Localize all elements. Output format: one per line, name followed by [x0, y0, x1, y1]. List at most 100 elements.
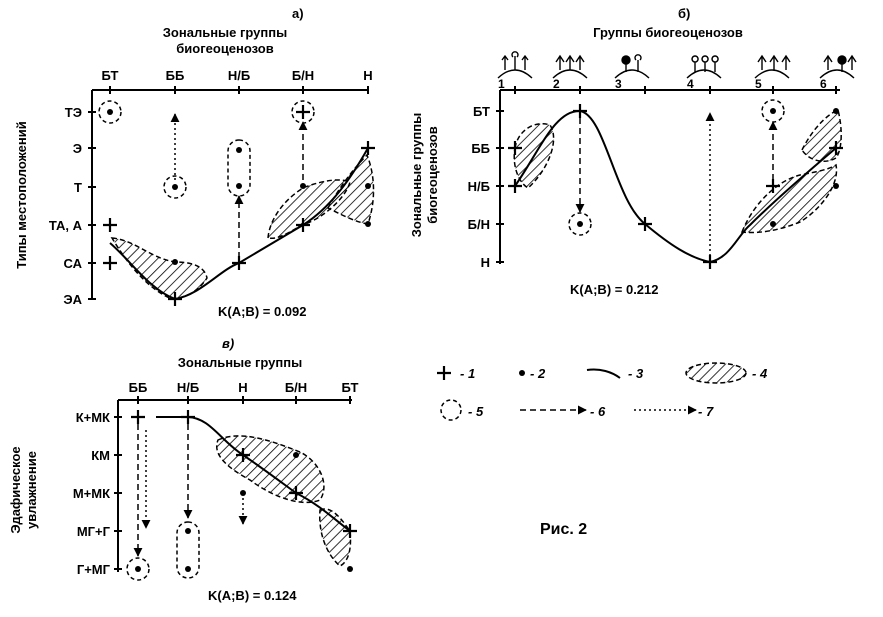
panel-c-ylabel-line2: увлажнение [24, 451, 39, 529]
panel-c-ticks [114, 396, 351, 570]
panel-c-dots [135, 452, 353, 572]
panel-b-ticks [496, 86, 837, 263]
curve-line-icon [586, 368, 621, 379]
panel-b-ylabel-line1: Зональные группы [409, 113, 424, 237]
legend-label-7: - 7 [698, 404, 714, 419]
steppe-icon [686, 69, 722, 79]
panel-a-dashed-circle-2 [163, 175, 187, 199]
panel-b-curve [514, 109, 837, 264]
panel-b-ylabel-line2: биогеоценозов [425, 126, 440, 223]
panel-a-hatch-region-left [110, 237, 208, 300]
panel-a-dots [107, 109, 371, 265]
panel-b-x-number-4: 4 [687, 77, 694, 91]
panel-b-x-number-5: 5 [755, 77, 762, 91]
dashed-circle-icon [440, 399, 462, 421]
legend-item-dashed-circle: - 5 [440, 399, 484, 421]
panel-c-dashed-circle [126, 557, 150, 581]
panel-a-y-label-te: ТЭ [65, 105, 82, 120]
panel-c: в) Зональные группы ББ Н/Б Н Б/Н БТ К+МК… [8, 336, 359, 603]
panel-c-curve [156, 416, 351, 532]
panel-c-hatch-region-upper [216, 435, 325, 504]
legend-label-1: - 1 [460, 366, 475, 381]
legend-item-plus: - 1 [437, 366, 475, 381]
panel-a-curve [109, 147, 369, 301]
panel-b-k-value: K(A;B) = 0.212 [570, 282, 659, 297]
panel-a-y-label-t: Т [74, 180, 82, 195]
mixed-hill-icon [754, 69, 790, 79]
panel-a-x-label-bn: Б/Н [292, 68, 314, 83]
panel-a: а) Зональные группы биогеоценозов БТ ББ … [14, 6, 375, 319]
panel-c-x-label-bb: ББ [129, 380, 148, 395]
panel-b-y-label-bt: БТ [473, 104, 490, 119]
panel-a-y-label-e: Э [73, 141, 82, 156]
panel-a-plus-marks [103, 105, 375, 306]
panel-a-title-line2: биогеоценозов [176, 41, 273, 56]
legend-label-5: - 5 [468, 404, 484, 419]
panel-b: б) Группы биогеоценозов 1 2 3 4 5 6 [409, 6, 857, 297]
panel-c-dashed-capsule [176, 521, 200, 579]
panel-b-x-number-2: 2 [553, 77, 560, 91]
panel-a-x-label-n: Н [363, 68, 372, 83]
panel-c-ylabel-line1: Эдафическое [8, 446, 23, 533]
legend-item-dotted-arrow: - 7 [634, 404, 714, 419]
plus-icon [437, 366, 451, 380]
panel-a-letter: а) [292, 6, 304, 21]
panel-c-hatch-region-lower [319, 508, 352, 567]
panel-c-x-label-bn: Б/Н [285, 380, 307, 395]
panel-c-y-label-km: КМ [91, 448, 110, 463]
panel-a-dashed-capsule [227, 139, 251, 197]
panel-a-title-line1: Зональные группы [163, 25, 287, 40]
panel-b-y-label-nb: Н/Б [468, 179, 490, 194]
panel-a-k-value: K(A;B) = 0.092 [218, 304, 307, 319]
panel-b-dashed-circle-1 [568, 212, 592, 236]
panel-b-dashed-circle-2 [761, 99, 785, 123]
panel-a-hatch-region-right [326, 153, 375, 225]
legend-label-2: - 2 [530, 366, 546, 381]
legend-item-dashed-arrow: - 6 [520, 404, 606, 419]
panel-b-x-number-1: 1 [498, 77, 505, 91]
panel-a-ylabel: Типы местоположений [14, 121, 29, 268]
panel-a-ticks [88, 86, 369, 300]
panel-a-dashed-circle-1 [98, 100, 122, 124]
panel-b-y-label-bb: ББ [471, 141, 490, 156]
panel-b-x-number-3: 3 [615, 77, 622, 91]
panel-b-title: Группы биогеоценозов [593, 25, 743, 40]
panel-b-biogeocenosis-icons [497, 51, 857, 79]
panel-c-k-value: K(A;B) = 0.124 [208, 588, 297, 603]
panel-c-y-label-k-mk: К+МК [76, 410, 110, 425]
panel-c-y-label-g-mg: Г+МГ [77, 562, 111, 577]
panel-a-y-label-ea: ЭА [63, 292, 82, 307]
figure-caption: Рис. 2 [540, 521, 587, 538]
panel-a-x-label-bt: БТ [102, 68, 119, 83]
panel-b-letter: б) [678, 6, 690, 21]
taiga-hill-icon [819, 69, 855, 79]
legend: - 1 - 2 - 3 - 4 - 5 - 6 - 7 [437, 362, 768, 421]
panel-c-x-label-n: Н [238, 380, 247, 395]
panel-a-x-label-nb: Н/Б [228, 68, 250, 83]
forest-steppe-icon [614, 69, 650, 79]
legend-label-3: - 3 [628, 366, 644, 381]
legend-label-4: - 4 [752, 366, 768, 381]
panel-c-y-label-mg-g: МГ+Г [77, 524, 111, 539]
panel-b-hatch-region-mid [740, 163, 838, 234]
legend-item-line: - 3 [586, 366, 644, 381]
panel-b-plus-marks [508, 104, 843, 269]
panel-c-letter: в) [222, 336, 234, 351]
panel-b-dots [577, 108, 839, 227]
panel-c-x-label-bt: БТ [342, 380, 359, 395]
panel-a-y-label-ta: ТА, А [49, 218, 83, 233]
panel-a-dashed-circle-3 [291, 100, 315, 124]
legend-item-hatched: - 4 [685, 362, 768, 384]
dot-icon [519, 370, 525, 376]
legend-item-dot: - 2 [519, 366, 546, 381]
panel-c-title: Зональные группы [178, 355, 302, 370]
legend-label-6: - 6 [590, 404, 606, 419]
panel-a-x-label-bb: ББ [166, 68, 185, 83]
panel-c-y-label-m-mk: М+МК [73, 486, 110, 501]
panel-c-plus-marks [131, 410, 357, 538]
panel-b-y-label-bn: Б/Н [468, 217, 490, 232]
hatched-ellipse-icon [685, 362, 747, 384]
panel-b-x-number-6: 6 [820, 77, 827, 91]
panel-c-x-label-nb: Н/Б [177, 380, 199, 395]
